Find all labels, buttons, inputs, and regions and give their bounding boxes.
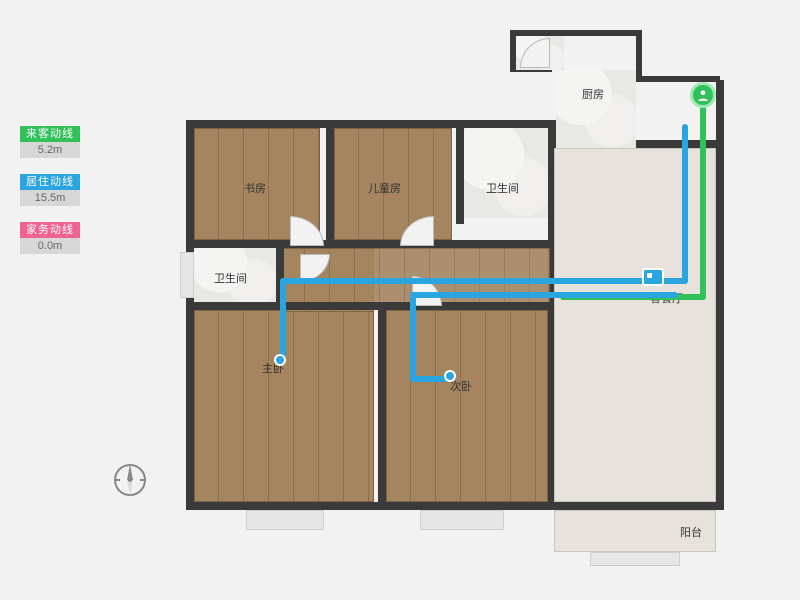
- path-endpoint-icon: [444, 370, 456, 382]
- legend-guest-value: 5.2m: [20, 142, 80, 158]
- path-living-seg: [410, 376, 448, 382]
- path-living-seg: [682, 124, 688, 284]
- room-balcony: [554, 510, 716, 552]
- window: [246, 510, 324, 530]
- bed-icon: [642, 268, 664, 286]
- path-living-seg: [280, 278, 286, 360]
- compass-icon: [110, 460, 150, 500]
- path-guest-seg: [700, 100, 706, 300]
- entry-marker-icon: [690, 82, 716, 108]
- room-kitchen: [556, 70, 636, 148]
- legend-chores-value: 0.0m: [20, 238, 80, 254]
- legend: 来客动线 5.2m 居住动线 15.5m 家务动线 0.0m: [20, 126, 80, 260]
- path-living-seg: [410, 292, 416, 382]
- room-bath-west: [194, 248, 278, 302]
- window: [420, 510, 504, 530]
- room-kids: [334, 128, 452, 240]
- path-living-seg: [410, 292, 678, 298]
- legend-living-value: 15.5m: [20, 190, 80, 206]
- floor-plan: 书房 儿童房 卫生间 厨房 卫生间 主卧 次卧 客餐厅 阳台: [150, 30, 730, 565]
- legend-chores-label: 家务动线: [20, 222, 80, 238]
- room-living-dining: [554, 148, 716, 502]
- path-endpoint-icon: [274, 354, 286, 366]
- path-living-seg: [280, 278, 688, 284]
- legend-living-label: 居住动线: [20, 174, 80, 190]
- window: [180, 252, 194, 298]
- room-bath-north: [464, 128, 548, 218]
- legend-guest-label: 来客动线: [20, 126, 80, 142]
- window: [590, 552, 680, 566]
